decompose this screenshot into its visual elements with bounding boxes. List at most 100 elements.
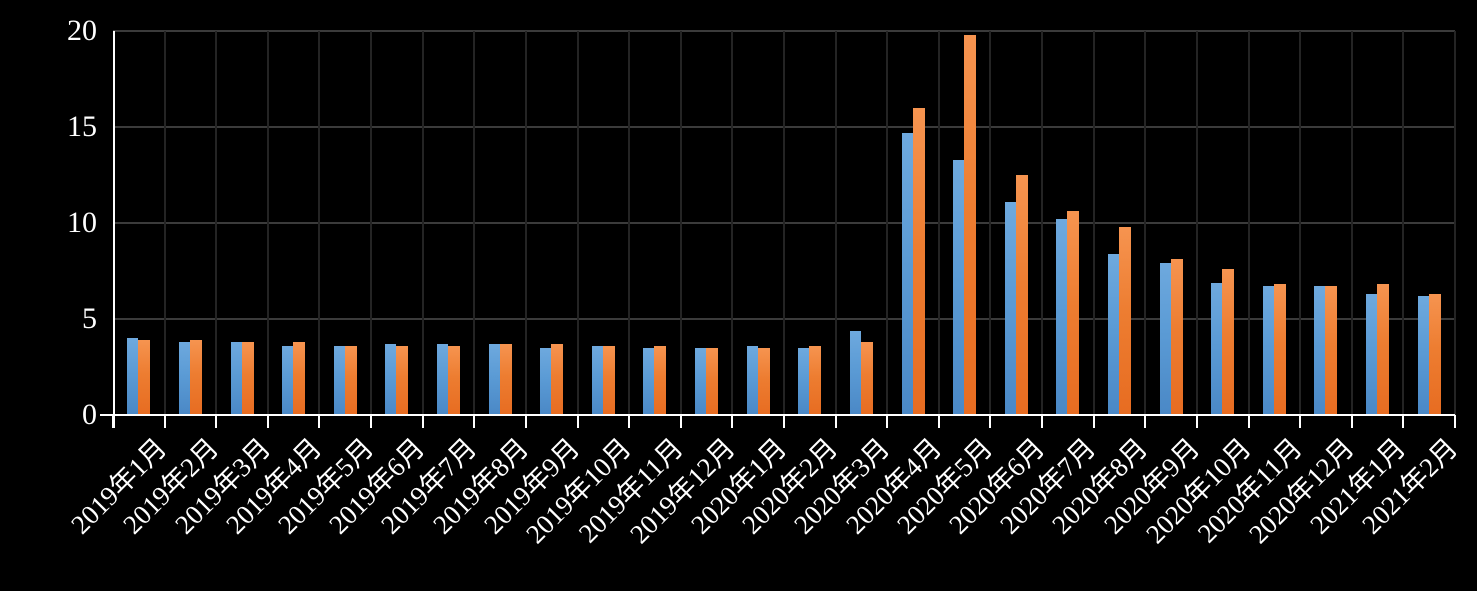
bar-blue-series[interactable] — [747, 346, 758, 415]
bar-orange-series[interactable] — [1377, 284, 1389, 415]
x-axis-tick — [576, 415, 579, 428]
gridline-vertical — [679, 31, 682, 415]
bar-blue-series[interactable] — [437, 344, 448, 415]
gridline-vertical — [628, 31, 631, 415]
gridline-vertical — [834, 31, 837, 415]
gridline-vertical — [266, 31, 269, 415]
bar-orange-series[interactable] — [1222, 269, 1234, 415]
bar-blue-series[interactable] — [127, 338, 138, 415]
x-axis-tick — [886, 415, 889, 428]
bar-blue-series[interactable] — [540, 348, 551, 415]
bar-blue-series[interactable] — [643, 348, 654, 415]
y-tick-label: 0 — [82, 398, 97, 431]
bar-blue-series[interactable] — [902, 133, 913, 415]
gridline-vertical — [318, 31, 321, 415]
y-tick-label: 10 — [67, 206, 97, 239]
x-axis-tick — [1402, 415, 1405, 428]
bar-blue-series[interactable] — [489, 344, 500, 415]
bar-orange-series[interactable] — [913, 108, 925, 415]
y-tick-label: 20 — [67, 14, 97, 47]
bar-orange-series[interactable] — [1119, 227, 1131, 415]
bar-orange-series[interactable] — [1274, 284, 1286, 415]
bar-blue-series[interactable] — [695, 348, 706, 415]
gridline-vertical — [1041, 31, 1044, 415]
x-axis-tick — [163, 415, 166, 428]
bar-orange-series[interactable] — [396, 346, 408, 415]
gridline-vertical — [215, 31, 218, 415]
x-axis-tick — [524, 415, 527, 428]
bar-blue-series[interactable] — [1263, 286, 1274, 415]
x-axis-tick — [628, 415, 631, 428]
bar-blue-series[interactable] — [231, 342, 242, 415]
gridline-vertical — [1144, 31, 1147, 415]
x-axis-tick — [783, 415, 785, 428]
gridline-vertical — [1195, 31, 1198, 415]
bar-orange-series[interactable] — [1325, 286, 1337, 415]
bar-orange-series[interactable] — [1429, 294, 1441, 415]
bar-orange-series[interactable] — [500, 344, 512, 415]
bar-orange-series[interactable] — [138, 340, 150, 415]
plot-area — [113, 30, 1456, 415]
bar-orange-series[interactable] — [293, 342, 305, 415]
x-axis-tick — [834, 415, 837, 428]
x-axis-tick — [1195, 415, 1198, 428]
bar-blue-series[interactable] — [1314, 286, 1325, 415]
bar-orange-series[interactable] — [964, 35, 976, 415]
x-axis-tick — [937, 415, 940, 428]
gridline-vertical — [370, 31, 373, 415]
gridline-vertical — [1350, 31, 1353, 415]
x-axis-tick — [1144, 415, 1147, 428]
bar-blue-series[interactable] — [850, 331, 861, 415]
bar-blue-series[interactable] — [953, 160, 964, 415]
bar-blue-series[interactable] — [1005, 202, 1016, 415]
bar-orange-series[interactable] — [1171, 259, 1183, 415]
x-axis-tick — [266, 415, 269, 428]
bar-blue-series[interactable] — [1056, 219, 1067, 415]
bar-blue-series[interactable] — [798, 348, 809, 415]
gridline-vertical — [576, 31, 579, 415]
bar-blue-series[interactable] — [1160, 263, 1171, 415]
bar-blue-series[interactable] — [1418, 296, 1429, 415]
bar-orange-series[interactable] — [603, 346, 615, 415]
x-axis-tick — [370, 415, 373, 428]
x-axis-tick — [1247, 415, 1250, 428]
bar-orange-series[interactable] — [242, 342, 254, 415]
gridline-vertical — [421, 31, 424, 415]
bar-orange-series[interactable] — [809, 346, 821, 415]
x-axis-tick — [679, 415, 682, 428]
y-tick-label: 5 — [82, 302, 97, 335]
gridline-vertical — [163, 31, 166, 415]
bar-blue-series[interactable] — [1366, 294, 1377, 415]
bar-orange-series[interactable] — [758, 348, 770, 415]
gridline-vertical — [783, 31, 785, 415]
bar-blue-series[interactable] — [1108, 254, 1119, 415]
x-axis-tick — [1299, 415, 1302, 428]
bar-blue-series[interactable] — [334, 346, 345, 415]
bar-orange-series[interactable] — [551, 344, 563, 415]
bar-blue-series[interactable] — [282, 346, 293, 415]
bar-orange-series[interactable] — [448, 346, 460, 415]
bar-orange-series[interactable] — [1016, 175, 1028, 415]
bar-orange-series[interactable] — [345, 346, 357, 415]
y-tick-label: 15 — [67, 110, 97, 143]
x-axis-tick — [1454, 415, 1456, 428]
bar-orange-series[interactable] — [706, 348, 718, 415]
bar-orange-series[interactable] — [190, 340, 202, 415]
bar-blue-series[interactable] — [1211, 283, 1222, 415]
gridline-vertical — [1454, 31, 1456, 415]
x-axis-tick — [1092, 415, 1095, 428]
x-axis-tick — [473, 415, 476, 428]
gridline-vertical — [1402, 31, 1405, 415]
bar-orange-series[interactable] — [861, 342, 873, 415]
bar-orange-series[interactable] — [654, 346, 666, 415]
x-axis-tick — [1350, 415, 1353, 428]
x-axis-tick — [215, 415, 218, 428]
bar-blue-series[interactable] — [385, 344, 396, 415]
bar-blue-series[interactable] — [179, 342, 190, 415]
x-axis-tick — [1041, 415, 1044, 428]
bar-orange-series[interactable] — [1067, 211, 1079, 415]
bar-blue-series[interactable] — [592, 346, 603, 415]
gridline-vertical — [989, 31, 992, 415]
x-axis-tick — [318, 415, 321, 428]
